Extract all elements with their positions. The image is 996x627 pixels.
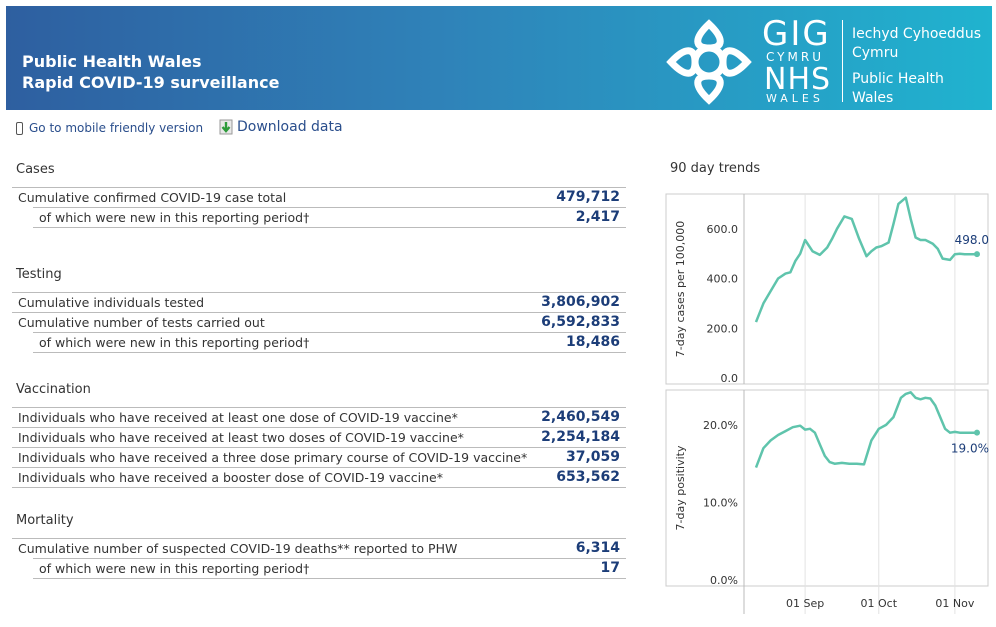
row-value: 479,712	[556, 189, 620, 205]
divider	[33, 558, 626, 559]
logo-org-welsh-1: Iechyd Cyhoeddus	[852, 26, 981, 42]
table-row: Cumulative individuals tested 3,806,902	[12, 293, 626, 313]
table-row: Cumulative number of tests carried out 6…	[12, 313, 626, 333]
row-label: Individuals who have received a three do…	[18, 450, 528, 465]
logo-divider	[842, 20, 843, 102]
table-row: Cumulative number of suspected COVID-19 …	[12, 539, 626, 559]
row-label: Individuals who have received at least t…	[18, 430, 464, 445]
row-label: Cumulative number of tests carried out	[18, 315, 265, 330]
row-value: 2,417	[575, 209, 620, 225]
row-label: Individuals who have received at least o…	[18, 410, 458, 425]
table-row: Individuals who have received at least o…	[12, 408, 626, 428]
panel-frame	[665, 389, 989, 587]
x-tick-label: 01 Sep	[786, 597, 824, 610]
series-endpoint	[974, 251, 980, 258]
download-icon	[219, 119, 233, 135]
mobile-phone-icon	[16, 121, 23, 135]
logo-org-english-2: Wales	[852, 90, 894, 106]
divider	[12, 538, 626, 539]
row-value: 6,592,833	[541, 314, 620, 330]
data-label: 19.0%	[951, 442, 989, 456]
celtic-knot-icon	[666, 19, 752, 105]
series-line	[754, 196, 977, 323]
divider	[12, 407, 626, 408]
row-label: of which were new in this reporting peri…	[39, 335, 310, 350]
download-link-label: Download data	[237, 119, 343, 135]
row-value: 17	[600, 560, 620, 576]
section-title-cases: Cases	[16, 162, 55, 177]
logo-nhs-text: NHS	[764, 62, 832, 97]
x-tick-label: 01 Oct	[861, 597, 898, 610]
row-label: of which were new in this reporting peri…	[39, 210, 310, 225]
row-label: of which were new in this reporting peri…	[39, 561, 310, 576]
divider	[33, 578, 626, 579]
series-endpoint	[974, 429, 980, 436]
row-value: 6,314	[575, 540, 620, 556]
row-label: Individuals who have received a booster …	[18, 470, 443, 485]
table-row: Individuals who have received a three do…	[12, 448, 626, 468]
y-axis-label: 7-day positivity	[674, 445, 687, 530]
row-label: Cumulative number of suspected COVID-19 …	[18, 541, 458, 556]
y-tick-label: 0.0	[721, 372, 739, 385]
y-tick-label: 400.0	[707, 273, 739, 286]
y-tick-label: 10.0%	[703, 496, 738, 509]
section-title-mortality: Mortality	[16, 513, 74, 528]
logo-org-welsh-2: Cymru	[852, 45, 899, 61]
divider	[12, 487, 626, 488]
divider	[33, 332, 626, 333]
divider	[33, 207, 626, 208]
panel-frame	[665, 193, 989, 385]
divider	[12, 187, 626, 188]
data-label: 498.0	[955, 233, 989, 247]
row-value: 653,562	[556, 469, 620, 485]
y-tick-label: 0.0%	[710, 574, 738, 587]
row-label: Cumulative confirmed COVID-19 case total	[18, 190, 287, 205]
y-tick-label: 20.0%	[703, 419, 738, 432]
y-tick-label: 600.0	[707, 223, 739, 236]
row-value: 2,254,184	[541, 429, 620, 445]
logo-gig-text: GIG	[762, 14, 831, 54]
series-line	[754, 391, 977, 469]
logo-cymru-text: CYMRU	[766, 50, 824, 64]
section-title-vaccination: Vaccination	[16, 382, 91, 397]
divider	[12, 447, 626, 448]
trend-charts: 01 Sep 01 Oct 01 Nov 600.0 400.0 200.0 0.0 7-da…	[665, 193, 989, 614]
table-row: of which were new in this reporting peri…	[12, 333, 626, 353]
divider	[12, 467, 626, 468]
divider	[33, 352, 626, 353]
table-row: Individuals who have received a booster …	[12, 468, 626, 488]
x-tick-label: 01 Nov	[935, 597, 974, 610]
title-line-1: Public Health Wales	[22, 52, 202, 71]
download-data-link[interactable]: Download data	[219, 119, 343, 135]
trends-title: 90 day trends	[670, 161, 761, 176]
divider	[12, 312, 626, 313]
row-value: 18,486	[565, 334, 620, 350]
row-value: 3,806,902	[541, 294, 620, 310]
nhs-wales-logo: GIG CYMRU NHS WALES Iechyd Cyhoeddus Cym…	[662, 14, 992, 106]
title-line-2: Rapid COVID-19 surveillance	[22, 73, 280, 92]
logo-wales-text: WALES	[766, 92, 824, 105]
row-value: 37,059	[565, 449, 620, 465]
divider	[12, 427, 626, 428]
table-row: of which were new in this reporting peri…	[12, 559, 626, 579]
page-title: Public Health Wales Rapid COVID-19 surve…	[22, 51, 279, 93]
table-row: Cumulative confirmed COVID-19 case total…	[12, 188, 626, 208]
table-row: Individuals who have received at least t…	[12, 428, 626, 448]
y-axis-label: 7-day cases per 100,000	[674, 221, 687, 357]
section-title-testing: Testing	[16, 267, 62, 282]
mobile-link-label: Go to mobile friendly version	[29, 121, 204, 135]
row-value: 2,460,549	[541, 409, 620, 425]
divider	[12, 292, 626, 293]
divider	[33, 227, 626, 228]
table-row: of which were new in this reporting peri…	[12, 208, 626, 228]
mobile-version-link[interactable]: Go to mobile friendly version	[16, 121, 203, 135]
header-banner: Public Health Wales Rapid COVID-19 surve…	[6, 6, 992, 110]
logo-org-english-1: Public Health	[852, 71, 944, 87]
y-tick-label: 200.0	[707, 322, 739, 335]
row-label: Cumulative individuals tested	[18, 295, 205, 310]
